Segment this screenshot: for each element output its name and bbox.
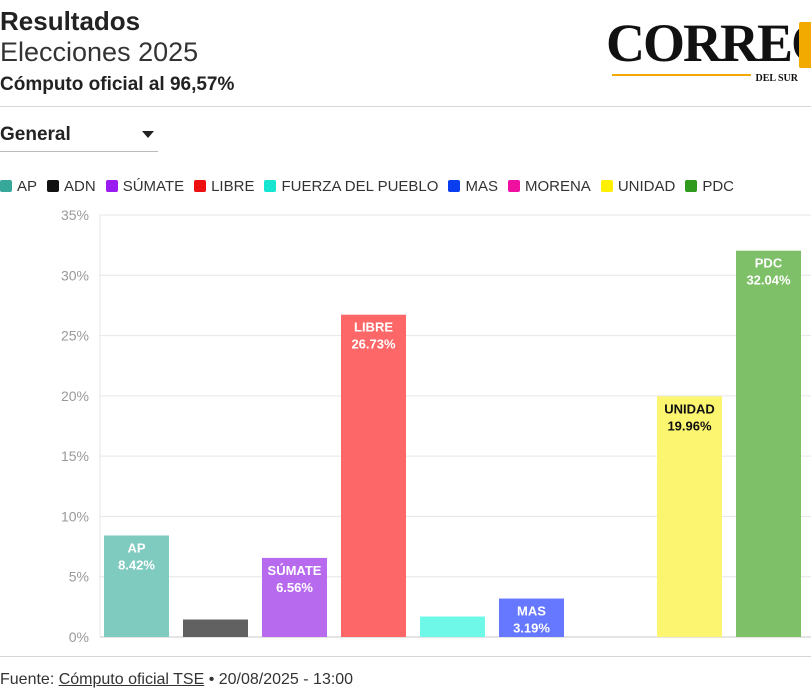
bar-name-label: MAS [517, 604, 546, 619]
legend-label: SÚMATE [122, 177, 185, 195]
legend-label: MORENA [524, 177, 591, 195]
bar-value-label: 26.73% [351, 337, 396, 352]
legend-label: LIBRE [211, 177, 255, 195]
chart-legend: AP ADN SÚMATE LIBRE FUERZA DEL PUEBLO MAS MORE… [0, 175, 744, 197]
y-tick-label: 30% [61, 267, 89, 283]
y-tick-label: 15% [61, 448, 89, 464]
legend-item-7[interactable]: UNIDAD [600, 177, 676, 195]
legend-item-6[interactable]: MORENA [507, 177, 591, 195]
page-title: Resultados [0, 6, 141, 36]
bar-value-label: 3.19% [513, 621, 550, 636]
logo-wordmark: CORREO [606, 13, 811, 73]
legend-swatch [507, 180, 520, 192]
bar-value-label: 32.04% [746, 273, 791, 288]
legend-swatch [264, 180, 277, 192]
legend-label: PDC [702, 177, 734, 195]
y-tick-label: 20% [61, 388, 89, 404]
source-prefix: Fuente: [0, 671, 59, 688]
bar-0 [104, 535, 169, 637]
legend-item-1[interactable]: ADN [47, 178, 96, 195]
count-note: Cómputo oficial al 96,57% [0, 74, 235, 95]
bar-8 [736, 250, 801, 637]
logo-subtitle: DEL SUR [751, 73, 798, 84]
bar-chart: 0% 5% 10% 15% 20% 25% 30% 35% AP 8.42% SÚMATE 6.56%… [61, 207, 811, 645]
legend-label: ADN [64, 177, 96, 195]
page-subtitle: Elecciones 2025 [0, 37, 199, 67]
bar-name-label: LIBRE [354, 320, 393, 335]
scope-dropdown[interactable]: General [0, 118, 158, 152]
bar-value-label: 8.42% [118, 557, 155, 572]
legend-swatch [0, 180, 12, 192]
legend-swatch [448, 180, 461, 192]
legend-item-5[interactable]: MAS [448, 178, 498, 195]
legend-swatch [600, 180, 613, 192]
bar-name-label: UNIDAD [664, 401, 715, 416]
bar-name-label: SÚMATE [268, 563, 322, 578]
bar-value-label: 6.56% [276, 580, 313, 595]
legend-label: MAS [465, 177, 498, 195]
legend-item-0[interactable]: AP [0, 178, 37, 195]
header: Resultados Elecciones 2025 Cómputo ofici… [0, 0, 811, 107]
y-tick-label: 0% [69, 629, 89, 645]
source-link[interactable]: Cómputo oficial TSE [58, 671, 205, 688]
legend-item-2[interactable]: SÚMATE [105, 177, 185, 195]
source-date: • 20/08/2025 - 13:00 [204, 671, 354, 688]
legend-swatch [685, 180, 698, 192]
legend-swatch [105, 180, 118, 192]
bar-2 [262, 557, 327, 637]
logo-accent [799, 22, 811, 68]
bar-7 [657, 396, 722, 637]
legend-swatch [194, 180, 207, 192]
legend-item-8[interactable]: PDC [685, 178, 734, 195]
y-tick-label: 5% [69, 569, 89, 585]
bar-5 [499, 598, 564, 637]
logo-rule [612, 74, 798, 76]
bar-name-label: PDC [755, 256, 783, 271]
footer: Fuente: Cómputo oficial TSE • 20/08/2025… [0, 656, 811, 688]
bar-name-label: AP [127, 540, 145, 555]
chevron-down-icon [142, 131, 154, 138]
legend-label: UNIDAD [617, 177, 676, 195]
legend-item-4[interactable]: FUERZA DEL PUEBLO [264, 178, 438, 195]
bar-value-label: 19.96% [667, 418, 712, 433]
legend-item-3[interactable]: LIBRE [194, 178, 254, 195]
bar-1 [183, 619, 248, 637]
bar-3 [341, 314, 406, 637]
legend-swatch [47, 180, 60, 192]
correo-del-sur-logo: CORREO DEL SUR [606, 12, 811, 92]
legend-label: FUERZA DEL PUEBLO [281, 177, 439, 195]
y-tick-label: 10% [61, 508, 89, 524]
legend-label: AP [17, 177, 38, 195]
y-tick-label: 25% [61, 328, 89, 344]
source-note: Fuente: Cómputo oficial TSE • 20/08/2025… [0, 671, 353, 689]
y-tick-label: 35% [61, 207, 89, 223]
bar-4 [420, 616, 485, 637]
scope-dropdown-value: General [0, 124, 71, 145]
